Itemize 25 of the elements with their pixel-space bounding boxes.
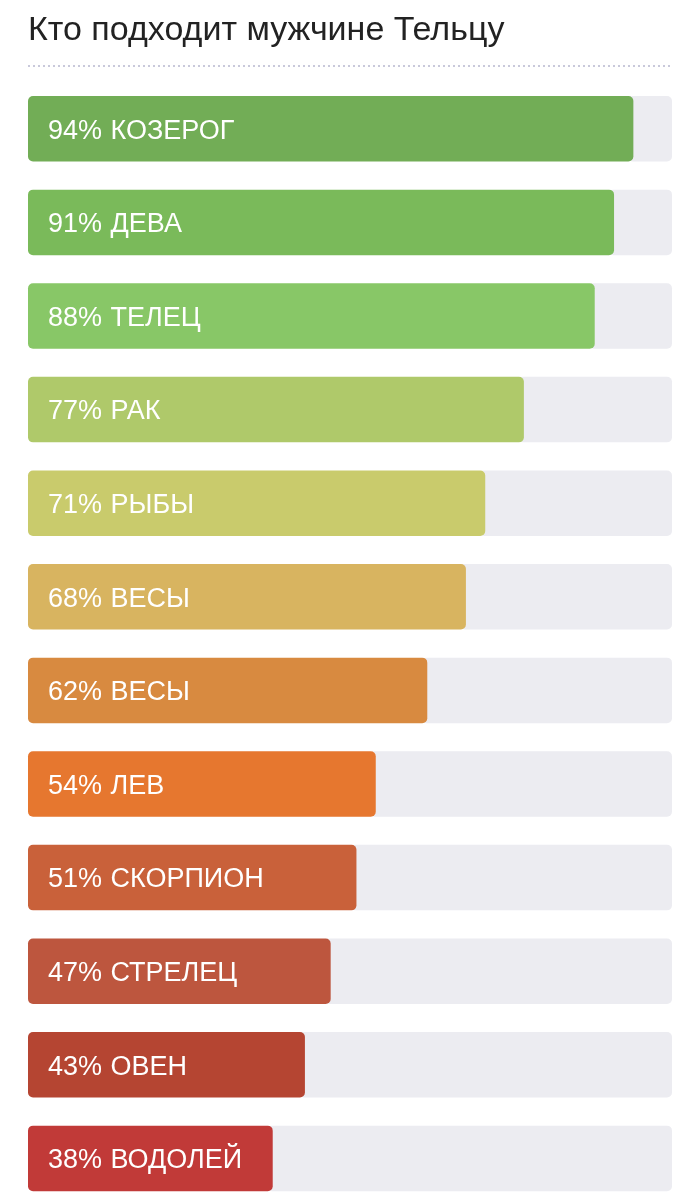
data-label: 94% [48,114,103,145]
data-label: 88% [48,301,103,332]
y-tick-label: РЫБЫ [110,488,195,519]
y-tick-label: СКОРПИОН [110,863,264,894]
data-label: 54% [48,769,103,800]
y-tick-label: ОВЕН [110,1050,188,1081]
y-tick-label: СТРЕЛЕЦ [110,956,238,987]
y-tick-label: ВЕСЫ [110,676,190,707]
data-label: 38% [48,1144,103,1175]
y-tick-label: ДЕВА [110,208,182,239]
y-tick-label: КОЗЕРОГ [110,114,235,145]
y-tick-label: ВОДОЛЕЙ [110,1143,243,1175]
data-label: 62% [48,676,103,707]
data-label: 68% [48,582,103,613]
data-label: 71% [48,488,103,519]
data-label: 91% [48,208,103,239]
y-tick-label: ВЕСЫ [110,582,190,613]
data-label: 47% [48,956,103,987]
data-label: 77% [48,395,103,426]
data-label: 51% [48,863,103,894]
chart-title: Кто подходит мужчине Тельцу [28,9,505,47]
y-tick-label: ЛЕВ [110,769,165,800]
y-tick-label: РАК [110,395,161,426]
y-tick-label: ТЕЛЕЦ [110,301,201,332]
data-label: 43% [48,1050,103,1081]
